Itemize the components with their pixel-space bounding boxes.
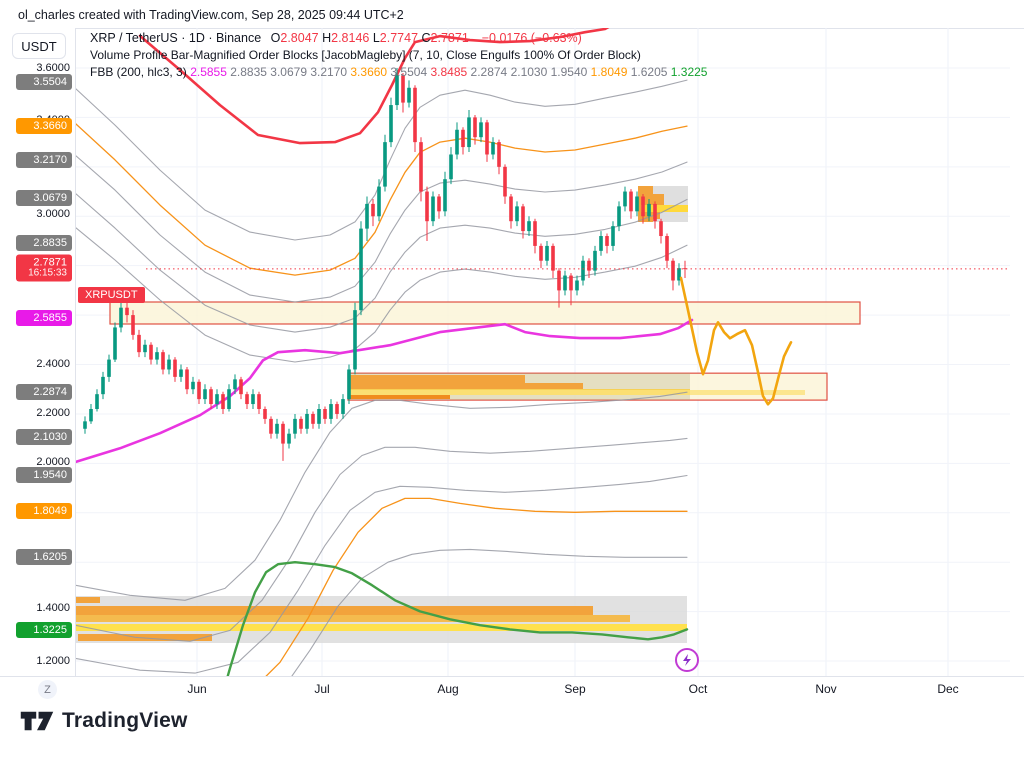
fbb-3.3660 xyxy=(74,122,688,276)
projection-layer xyxy=(679,276,793,406)
ohlc-value: 2.7747 xyxy=(379,31,422,45)
zone-upper-zone xyxy=(109,301,861,325)
price-axis-label: 2.2000 xyxy=(36,407,70,419)
fbb-value: 2.5855 xyxy=(190,65,227,79)
legend-volume-profile-row[interactable]: Volume Profile Bar-Magnified Order Block… xyxy=(90,47,707,64)
price-axis-badge-orange: 3.3660 xyxy=(16,118,72,134)
timezone-button[interactable]: Z xyxy=(38,680,57,699)
fbb-indicator-label: FBB (200, hlc3, 3) xyxy=(90,65,187,79)
chart-frame xyxy=(0,28,1024,701)
price-axis-badge-gray: 3.0679 xyxy=(16,190,72,206)
fbb-value: 3.8485 xyxy=(427,65,468,79)
fbb-3.0679 xyxy=(74,192,688,333)
price-axis-badge-gray: 2.2874 xyxy=(16,384,72,400)
fbb-2.2874 xyxy=(74,391,688,601)
ohlc-values: O2.8047 H2.8146 L2.7747 C2.7871 xyxy=(271,31,473,45)
symbol-title: XRP / TetherUS · 1D · Binance xyxy=(90,31,262,45)
fbb-2.8835 xyxy=(74,226,688,363)
ohlc-value: 2.8047 xyxy=(280,31,323,45)
symbol-price-tag[interactable]: XRPUSDT xyxy=(78,287,145,303)
ohlc-value: 2.7871 xyxy=(430,31,473,45)
fbb-3.2170 xyxy=(74,154,688,303)
chart-legend[interactable]: XRP / TetherUS · 1D · Binance O2.8047 H2… xyxy=(90,30,707,81)
time-axis-month: Jul xyxy=(314,682,330,696)
price-axis-badge-gray: 2.8835 xyxy=(16,235,72,251)
fbb-value: 1.8049 xyxy=(587,65,628,79)
fbb-1.8049 xyxy=(265,497,688,676)
fbb-value: 2.2874 xyxy=(467,65,508,79)
marker-layer xyxy=(675,648,699,672)
ohlc-letter: O xyxy=(270,31,281,45)
price-axis-label: 3.0000 xyxy=(36,208,70,220)
time-axis-month: Aug xyxy=(437,682,459,696)
time-axis-month: Nov xyxy=(815,682,837,696)
price-axis-badge-orange: 1.8049 xyxy=(16,503,72,519)
price-axis-badge-gray: 1.6205 xyxy=(16,549,72,565)
time-axis-month: Jun xyxy=(187,682,207,696)
time-axis-month: Oct xyxy=(688,682,708,696)
creator-attribution: ol_charles created with TradingView.com,… xyxy=(18,8,404,22)
fbb-upper-3.8485 xyxy=(138,28,610,145)
currency-unit-button[interactable]: USDT xyxy=(12,33,66,59)
fbb-1.6205 xyxy=(291,548,688,676)
change-value: −0.0176 (−0.63%) xyxy=(481,31,582,45)
fbb-values: 2.5855 2.8835 3.0679 3.2170 3.3660 3.550… xyxy=(190,65,707,79)
price-axis-badge-gray: 3.2170 xyxy=(16,152,72,168)
price-axis-badge-green: 1.3225 xyxy=(16,622,72,638)
fbb-basis-2.5855 xyxy=(73,318,694,464)
fbb-lower-1.3225 xyxy=(226,561,689,676)
forecast-path xyxy=(679,276,793,406)
price-axis-label: 3.6000 xyxy=(36,62,70,74)
candles-layer xyxy=(83,68,687,461)
fbb-value: 3.0679 xyxy=(266,65,307,79)
ohlc-letter: H xyxy=(322,31,332,45)
fbb-value: 2.1030 xyxy=(507,65,548,79)
fbb-value: 3.2170 xyxy=(307,65,348,79)
ohlc-letter: C xyxy=(421,31,431,45)
tradingview-logo-text[interactable]: TradingView xyxy=(62,709,188,732)
fbb-3.5504 xyxy=(74,79,688,241)
price-axis-label: 1.2000 xyxy=(36,655,70,667)
grid-layer xyxy=(75,28,1010,676)
legend-symbol-row[interactable]: XRP / TetherUS · 1D · Binance O2.8047 H2… xyxy=(90,30,707,47)
price-axis-label: 1.4000 xyxy=(36,602,70,614)
time-axis-month: Sep xyxy=(564,682,586,696)
fbb-value: 3.5504 xyxy=(387,65,428,79)
price-axis-badge-gray: 2.1030 xyxy=(16,429,72,445)
price-axis-badge-magenta: 2.5855 xyxy=(16,310,72,326)
ohlc-letter: L xyxy=(372,31,380,45)
footer: TradingView xyxy=(20,708,188,734)
legend-fbb-row[interactable]: FBB (200, hlc3, 3) 2.5855 2.8835 3.0679 … xyxy=(90,64,707,81)
price-axis[interactable]: USDT 3.60003.40003.00002.40002.20002.000… xyxy=(0,28,76,676)
time-axis-month: Dec xyxy=(937,682,959,696)
price-axis-badge-red: 2.7871 16:15:33 xyxy=(16,254,72,282)
ohlc-value: 2.8146 xyxy=(331,31,373,45)
volume-profile-indicator-label: Volume Profile Bar-Magnified Order Block… xyxy=(90,48,641,62)
chart-canvas[interactable] xyxy=(0,28,1024,676)
tradingview-logo-icon[interactable] xyxy=(20,708,54,734)
fbb-value: 1.3225 xyxy=(667,65,708,79)
price-axis-badge-gray: 3.5504 xyxy=(16,74,72,90)
fbb-1.9540 xyxy=(74,474,688,674)
fbb-value: 2.8835 xyxy=(226,65,267,79)
fbb-2.1030 xyxy=(74,437,688,642)
price-axis-label: 2.0000 xyxy=(36,456,70,468)
fbb-value: 1.6205 xyxy=(627,65,668,79)
time-axis[interactable]: Z Jun Jul Aug Sep Oct Nov Dec xyxy=(0,676,1024,703)
fbb-value: 1.9540 xyxy=(547,65,588,79)
price-axis-badge-gray: 1.9540 xyxy=(16,467,72,483)
price-axis-label: 2.4000 xyxy=(36,358,70,370)
fbb-bands-layer xyxy=(73,28,694,676)
fbb-value: 3.3660 xyxy=(347,65,388,79)
